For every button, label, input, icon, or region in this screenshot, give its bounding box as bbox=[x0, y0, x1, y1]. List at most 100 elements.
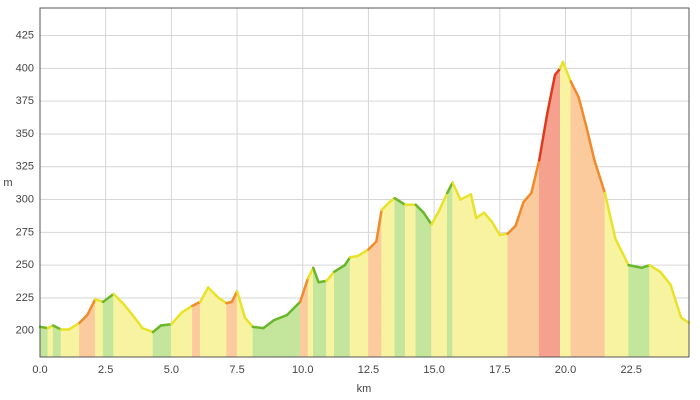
elevation-line bbox=[459, 193, 473, 201]
elevation-line bbox=[333, 263, 347, 273]
elevation-line bbox=[537, 113, 549, 162]
elevation-area bbox=[431, 209, 440, 358]
elevation-area bbox=[344, 256, 351, 358]
elevation-area bbox=[160, 323, 172, 358]
elevation-line bbox=[38, 325, 50, 330]
elevation-line bbox=[312, 266, 320, 284]
elevation-area bbox=[439, 192, 448, 358]
elevation-line bbox=[317, 279, 328, 284]
elevation-area bbox=[475, 212, 485, 358]
elevation-area bbox=[102, 293, 114, 358]
elevation-line bbox=[438, 191, 449, 212]
elevation-area bbox=[381, 201, 390, 358]
y-tick-label: 200 bbox=[16, 325, 34, 337]
elevation-area bbox=[423, 211, 432, 358]
elevation-line bbox=[446, 181, 454, 195]
elevation-area bbox=[452, 182, 461, 358]
elevation-area bbox=[349, 255, 359, 358]
elevation-line bbox=[243, 316, 255, 329]
elevation-line bbox=[78, 313, 89, 325]
x-tick-label: 2.5 bbox=[98, 364, 113, 376]
elevation-area bbox=[389, 197, 395, 358]
elevation-line bbox=[170, 311, 184, 326]
y-tick-label: 325 bbox=[16, 161, 34, 173]
y-tick-label: 300 bbox=[16, 193, 34, 205]
y-tick-label: 375 bbox=[16, 95, 34, 107]
elevation-line bbox=[614, 237, 630, 267]
y-tick-label: 250 bbox=[16, 259, 34, 271]
x-tick-label: 20.0 bbox=[555, 364, 576, 376]
elevation-line bbox=[199, 286, 210, 304]
elevation-line bbox=[159, 322, 173, 327]
elevation-line bbox=[285, 300, 302, 317]
elevation-area bbox=[39, 326, 49, 358]
elevation-area bbox=[554, 67, 561, 358]
y-tick-label: 275 bbox=[16, 226, 34, 238]
x-tick-label: 7.5 bbox=[229, 364, 244, 376]
elevation-area bbox=[649, 264, 661, 358]
elevation-area bbox=[307, 267, 314, 358]
elevation-line bbox=[306, 266, 315, 280]
elevation-line bbox=[230, 290, 239, 304]
elevation-line bbox=[356, 248, 370, 258]
elevation-line bbox=[367, 240, 378, 251]
elevation-area bbox=[394, 197, 406, 358]
elevation-area bbox=[218, 297, 227, 358]
elevation-area bbox=[273, 314, 288, 358]
y-tick-label: 425 bbox=[16, 29, 34, 41]
elevation-line bbox=[627, 263, 643, 270]
y-tick-label: 350 bbox=[16, 128, 34, 140]
elevation-line bbox=[593, 158, 607, 195]
elevation-area bbox=[491, 220, 501, 358]
elevation-line bbox=[640, 263, 651, 270]
elevation-line bbox=[180, 304, 194, 314]
elevation-line bbox=[414, 203, 425, 214]
elevation-line bbox=[451, 181, 462, 201]
elevation-line bbox=[67, 321, 81, 331]
elevation-area bbox=[483, 212, 493, 358]
elevation-line bbox=[217, 296, 228, 305]
x-tick-label: 0.0 bbox=[32, 364, 47, 376]
elevation-area bbox=[586, 127, 595, 358]
elevation-line bbox=[101, 292, 115, 304]
elevation-line bbox=[585, 126, 596, 162]
elevation-line bbox=[603, 191, 617, 241]
elevation-line bbox=[430, 208, 441, 226]
elevation-area bbox=[460, 193, 472, 358]
x-tick-label: 15.0 bbox=[423, 364, 444, 376]
elevation-area bbox=[546, 74, 556, 358]
elevation-line bbox=[272, 313, 289, 322]
elevation-line bbox=[553, 67, 562, 77]
elevation-line bbox=[506, 224, 517, 235]
elevation-area bbox=[252, 326, 264, 358]
elevation-area bbox=[357, 248, 369, 358]
elevation-line bbox=[561, 60, 573, 83]
elevation-line bbox=[325, 270, 336, 283]
elevation-line bbox=[112, 292, 126, 306]
elevation-area bbox=[368, 240, 377, 358]
elevation-line bbox=[191, 300, 202, 308]
elevation-line bbox=[93, 298, 105, 304]
x-axis-label: km bbox=[357, 383, 372, 395]
y-tick-label: 400 bbox=[16, 62, 34, 74]
elevation-line bbox=[469, 193, 478, 220]
elevation-line bbox=[86, 298, 97, 317]
elevation-area bbox=[499, 233, 508, 358]
elevation-line bbox=[380, 200, 391, 212]
elevation-area bbox=[226, 301, 233, 358]
elevation-line bbox=[658, 270, 672, 287]
elevation-line bbox=[648, 263, 662, 273]
elevation-area bbox=[562, 61, 572, 358]
elevation-area bbox=[578, 97, 587, 358]
elevation-line bbox=[522, 191, 533, 204]
x-tick-label: 10.0 bbox=[292, 364, 313, 376]
elevation-line bbox=[251, 325, 265, 330]
elevation-line bbox=[348, 254, 360, 259]
elevation-line bbox=[545, 73, 557, 116]
elevation-line bbox=[141, 326, 155, 334]
elevation-area bbox=[560, 61, 564, 358]
x-tick-label: 12.5 bbox=[358, 364, 379, 376]
elevation-line bbox=[393, 196, 407, 207]
elevation-line bbox=[474, 211, 486, 220]
elevation-area bbox=[404, 204, 416, 358]
